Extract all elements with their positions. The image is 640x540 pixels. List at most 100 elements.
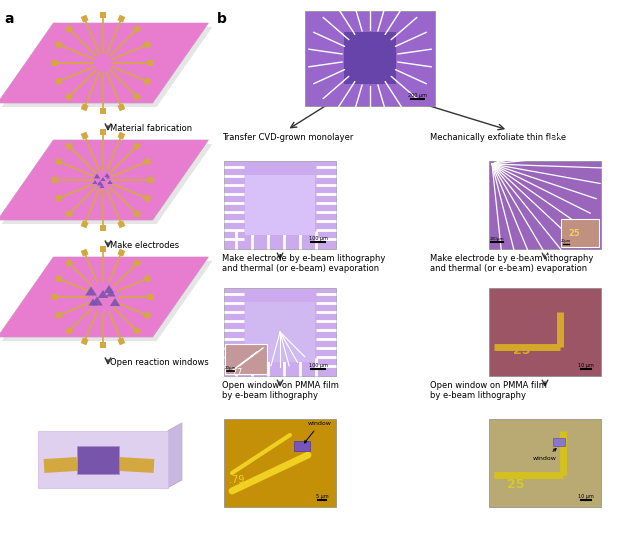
Bar bbox=[143, 194, 151, 202]
Text: Open reaction windows: Open reaction windows bbox=[110, 358, 209, 367]
Text: 10 μm: 10 μm bbox=[578, 494, 594, 499]
Polygon shape bbox=[100, 177, 106, 181]
Polygon shape bbox=[85, 287, 97, 295]
Text: 100 μm: 100 μm bbox=[308, 363, 328, 368]
Bar bbox=[52, 60, 58, 66]
Text: window: window bbox=[533, 449, 557, 461]
Bar bbox=[225, 344, 267, 374]
Text: .77: .77 bbox=[230, 368, 242, 377]
Bar bbox=[81, 338, 88, 345]
Bar bbox=[100, 12, 106, 18]
Bar bbox=[77, 446, 119, 474]
Bar bbox=[143, 158, 151, 166]
Bar bbox=[65, 210, 74, 218]
Bar bbox=[132, 142, 141, 150]
Polygon shape bbox=[0, 140, 209, 220]
Bar bbox=[118, 249, 125, 256]
Polygon shape bbox=[97, 180, 103, 186]
Bar bbox=[132, 25, 141, 33]
Polygon shape bbox=[2, 144, 212, 224]
Polygon shape bbox=[0, 257, 209, 337]
Bar bbox=[100, 129, 106, 135]
Bar bbox=[245, 302, 315, 362]
Bar bbox=[100, 225, 106, 231]
Bar bbox=[148, 294, 154, 300]
Bar bbox=[100, 246, 106, 252]
Bar bbox=[118, 338, 125, 345]
Text: 20μm: 20μm bbox=[561, 239, 571, 243]
Polygon shape bbox=[168, 423, 182, 488]
Text: Mechanically exfoliate thin flake: Mechanically exfoliate thin flake bbox=[430, 133, 566, 142]
Text: 100 μm: 100 μm bbox=[308, 236, 328, 241]
Polygon shape bbox=[92, 180, 97, 184]
Bar bbox=[118, 15, 125, 23]
Polygon shape bbox=[2, 27, 212, 107]
Bar bbox=[55, 77, 63, 85]
Text: Transfer CVD-grown monolayer: Transfer CVD-grown monolayer bbox=[222, 133, 353, 142]
Bar bbox=[81, 132, 88, 139]
Polygon shape bbox=[104, 285, 114, 293]
Bar bbox=[132, 93, 141, 101]
Bar bbox=[55, 275, 63, 282]
Bar bbox=[132, 327, 141, 335]
Polygon shape bbox=[104, 173, 109, 177]
Polygon shape bbox=[2, 261, 212, 341]
Text: 10 μm: 10 μm bbox=[578, 363, 594, 368]
Bar bbox=[143, 77, 151, 85]
Bar bbox=[100, 342, 106, 348]
Bar bbox=[294, 441, 310, 451]
Bar bbox=[561, 219, 599, 247]
Text: 5 μm: 5 μm bbox=[316, 494, 328, 499]
Polygon shape bbox=[110, 298, 120, 306]
Text: Open window on PMMA film
by e-beam lithography: Open window on PMMA film by e-beam litho… bbox=[430, 381, 547, 400]
Text: 200 μm: 200 μm bbox=[408, 92, 427, 98]
Bar bbox=[81, 15, 88, 23]
Text: 25: 25 bbox=[513, 344, 531, 357]
Bar bbox=[65, 142, 74, 150]
Bar bbox=[224, 419, 336, 507]
Bar bbox=[65, 93, 74, 101]
Bar bbox=[52, 294, 58, 300]
Bar bbox=[224, 288, 336, 376]
Bar bbox=[55, 312, 63, 319]
Polygon shape bbox=[91, 296, 103, 306]
Text: Open window on PMMA film
by e-beam lithography: Open window on PMMA film by e-beam litho… bbox=[222, 381, 339, 400]
Bar bbox=[132, 210, 141, 218]
Bar bbox=[118, 104, 125, 111]
Bar bbox=[55, 40, 63, 49]
Bar bbox=[81, 220, 88, 228]
Bar bbox=[100, 108, 106, 114]
Text: a: a bbox=[4, 12, 13, 26]
Text: window: window bbox=[305, 421, 332, 443]
Bar bbox=[489, 161, 601, 249]
Polygon shape bbox=[38, 430, 168, 488]
Bar bbox=[143, 40, 151, 49]
Text: b: b bbox=[217, 12, 227, 26]
Bar bbox=[118, 220, 125, 228]
Bar bbox=[65, 259, 74, 267]
Polygon shape bbox=[88, 299, 97, 306]
Polygon shape bbox=[93, 173, 100, 179]
Polygon shape bbox=[108, 180, 113, 184]
Bar bbox=[245, 175, 315, 235]
Polygon shape bbox=[106, 176, 110, 179]
Bar bbox=[65, 25, 74, 33]
Bar bbox=[55, 158, 63, 166]
Text: Make electrodes: Make electrodes bbox=[110, 241, 179, 250]
Bar bbox=[553, 438, 565, 446]
Bar bbox=[148, 177, 154, 183]
Bar bbox=[81, 249, 88, 256]
Text: .79: .79 bbox=[229, 475, 244, 485]
Bar bbox=[55, 194, 63, 202]
Polygon shape bbox=[38, 480, 182, 488]
Text: Make electrode by e-beam lithography
and thermal (or e-beam) evaporation: Make electrode by e-beam lithography and… bbox=[222, 254, 385, 273]
Polygon shape bbox=[99, 184, 104, 188]
Bar bbox=[143, 275, 151, 282]
Text: 200μm: 200μm bbox=[490, 237, 504, 241]
Text: Material fabrication: Material fabrication bbox=[110, 124, 192, 133]
Bar bbox=[65, 327, 74, 335]
Bar bbox=[489, 288, 601, 376]
Text: Make electrode by e-beam lithography
and thermal (or e-beam) evaporation: Make electrode by e-beam lithography and… bbox=[430, 254, 593, 273]
Polygon shape bbox=[0, 23, 209, 103]
Bar bbox=[489, 419, 601, 507]
